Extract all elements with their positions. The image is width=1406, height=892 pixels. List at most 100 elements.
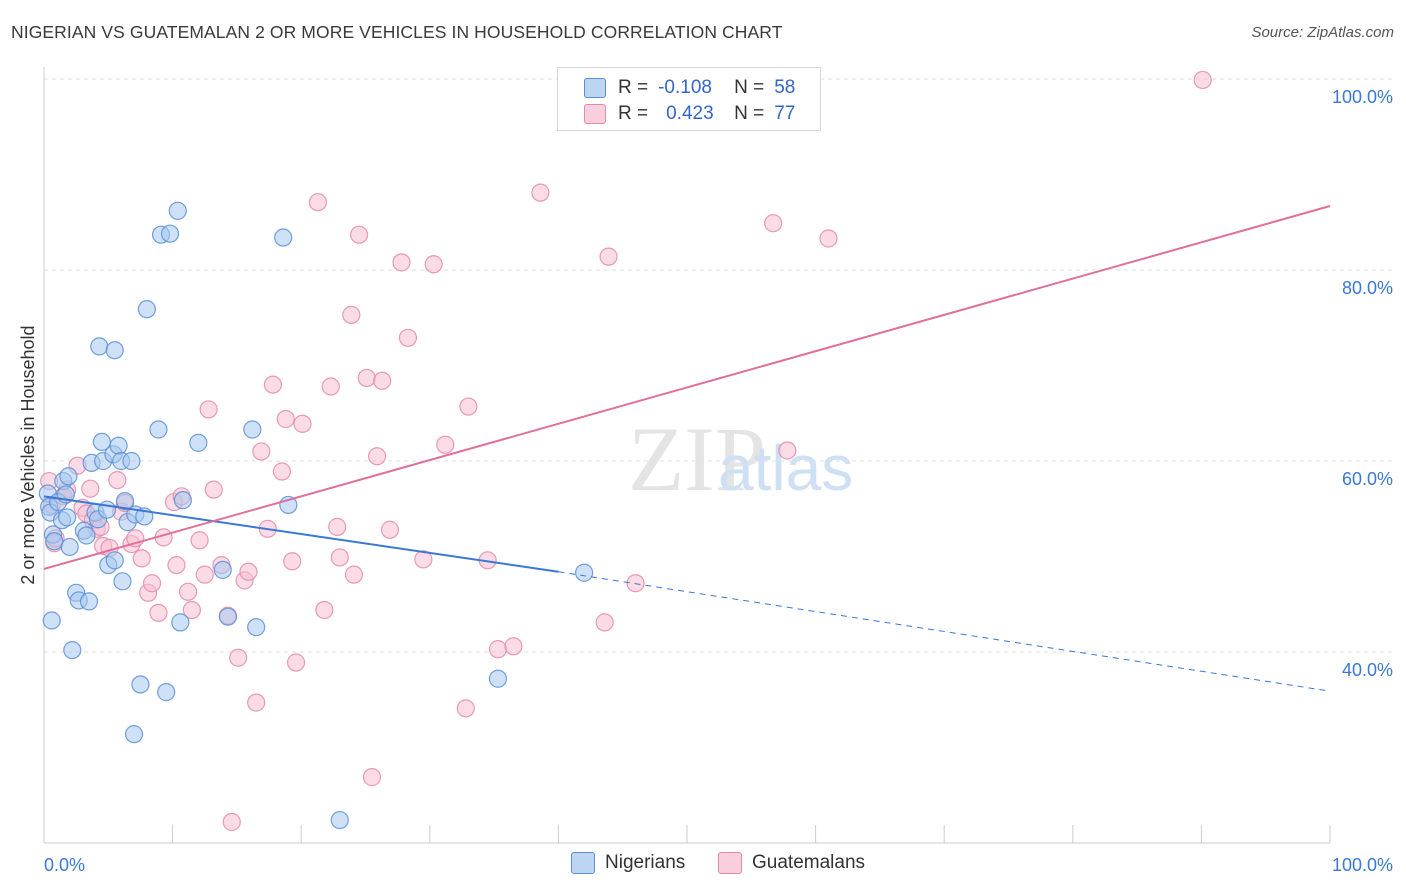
guatemalan-point <box>380 520 400 539</box>
nigerian-point <box>330 810 349 830</box>
nigerian-point <box>77 526 96 545</box>
bottom-legend-guatemalans[interactable]: Guatemalans <box>718 852 865 874</box>
nigerian-point <box>488 669 508 688</box>
guatemalan-point <box>373 371 392 390</box>
guatemalan-point <box>531 183 550 202</box>
legend-n-label: N = <box>734 103 765 124</box>
nigerian-point <box>90 337 109 356</box>
guatemalan-point <box>132 549 151 568</box>
nigerians-legend-label: Nigerians <box>605 852 686 873</box>
legend-n-label: N = <box>734 77 765 98</box>
guatemalan-point <box>362 768 382 787</box>
guatemalan-point <box>195 565 214 584</box>
legend-n-value: 77 <box>774 103 796 124</box>
nigerian-point <box>60 537 79 557</box>
guatemalan-point <box>424 255 443 274</box>
guatemalan-point <box>1193 70 1212 90</box>
y-tick-label: 40.0% <box>1342 660 1393 680</box>
guatemalan-point <box>504 637 523 656</box>
nigerian-point <box>218 607 237 626</box>
guatemalan-point <box>263 375 283 394</box>
nigerians-trend-extension <box>558 571 1331 692</box>
nigerian-point <box>79 592 99 611</box>
nigerian-point <box>247 618 266 637</box>
watermark-zip: ZIP <box>628 408 766 510</box>
y-tick-label: 80.0% <box>1342 278 1393 298</box>
nigerian-point <box>173 491 192 510</box>
nigerian-point <box>171 613 190 632</box>
guatemalan-point <box>286 653 306 672</box>
guatemalan-point <box>142 574 162 593</box>
guatemalan-point <box>349 225 369 244</box>
guatemalan-point <box>108 471 127 490</box>
legend-r-value: 0.423 <box>666 103 714 124</box>
bottom-legend-nigerians[interactable]: Nigerians <box>571 852 685 874</box>
guatemalan-point <box>342 305 361 324</box>
nigerian-point <box>124 725 144 744</box>
guatemalan-point <box>357 368 376 388</box>
nigerian-point <box>113 572 132 591</box>
guatemalan-point <box>595 613 614 632</box>
nigerian-point <box>115 492 135 511</box>
guatemalan-point <box>456 699 475 718</box>
guatemalan-point <box>488 640 508 659</box>
guatemalan-point <box>252 442 271 461</box>
nigerian-point <box>160 224 180 243</box>
nigerian-point <box>131 675 150 694</box>
guatemalan-point <box>199 400 218 419</box>
guatemalan-point <box>167 555 186 575</box>
nigerians-legend-swatch <box>571 852 595 874</box>
nigerian-point <box>137 300 156 319</box>
guatemalan-point <box>315 600 334 620</box>
nigerian-point <box>575 563 594 582</box>
guatemalan-point <box>81 479 100 498</box>
guatemalan-point <box>293 414 312 433</box>
nigerians-trend-line <box>43 495 559 573</box>
guatemalan-point <box>272 462 292 481</box>
guatemalan-point <box>308 193 328 212</box>
guatemalan-point <box>247 693 266 712</box>
source-label: Source: ZipAtlas.com <box>1251 24 1394 41</box>
nigerian-point <box>45 532 64 551</box>
guatemalan-point <box>321 377 340 396</box>
guatemalan-point <box>367 447 387 466</box>
guatemalan-point <box>398 328 418 347</box>
guatemalan-point <box>222 812 241 832</box>
guatemalan-point <box>778 441 797 460</box>
nigerian-point <box>189 433 208 452</box>
guatemalan-point <box>239 562 258 581</box>
guatemalan-point <box>276 409 295 429</box>
legend-row-guatemalans: R = 0.423 N = 77 <box>584 102 795 126</box>
nigerian-point <box>122 451 141 471</box>
nigerian-point <box>149 420 168 439</box>
guatemalan-point <box>764 214 783 233</box>
guatemalan-point <box>819 229 838 248</box>
guatemalan-point <box>283 552 302 571</box>
nigerians-swatch <box>584 78 606 98</box>
legend-r-label: R = <box>618 103 649 124</box>
legend-n-value: 58 <box>774 77 796 98</box>
nigerian-point <box>63 640 82 660</box>
nigerian-point <box>59 467 78 486</box>
x-tick-label: 0.0% <box>44 855 85 875</box>
chart-title: NIGERIAN VS GUATEMALAN 2 OR MORE VEHICLE… <box>11 22 783 42</box>
guatemalan-point <box>330 548 349 567</box>
y-tick-label: 60.0% <box>1342 469 1393 489</box>
guatemalan-point <box>190 531 209 550</box>
y-axis-title: 2 or more Vehicles in Household <box>18 325 38 584</box>
guatemalan-point <box>204 480 223 499</box>
legend-row-nigerians: R = -0.108 N = 58 <box>584 76 795 100</box>
guatemalans-legend-label: Guatemalans <box>752 852 866 873</box>
nigerian-point <box>274 228 293 247</box>
nigerian-point <box>168 201 187 220</box>
guatemalan-point <box>459 397 478 416</box>
guatemalans-swatch <box>584 104 606 124</box>
nigerian-point <box>105 341 124 360</box>
guatemalan-point <box>149 603 168 622</box>
guatemalan-point <box>392 253 411 272</box>
guatemalans-trend-line <box>43 205 1331 570</box>
nigerian-point <box>42 611 61 630</box>
guatemalan-point <box>344 565 364 584</box>
nigerian-point <box>58 508 77 527</box>
